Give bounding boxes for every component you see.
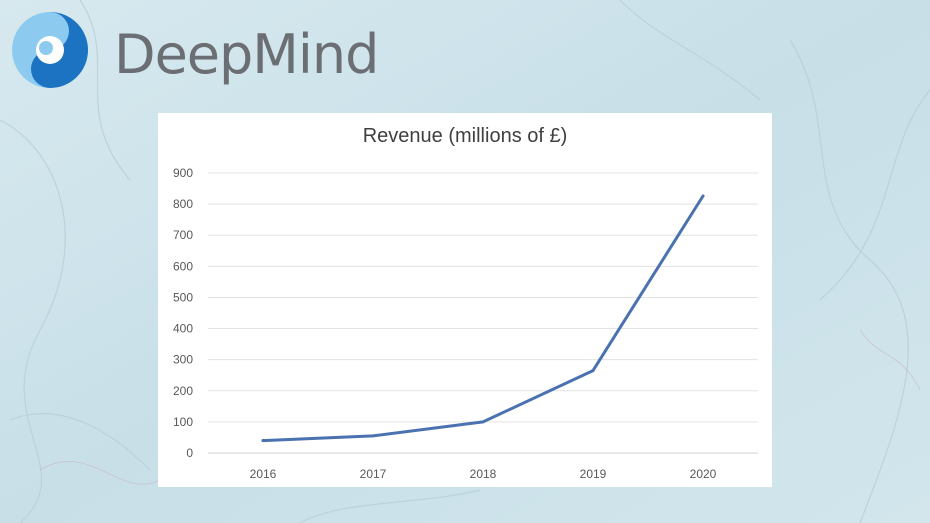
y-tick-label: 100 (173, 415, 193, 429)
x-tick-label: 2017 (360, 467, 387, 481)
y-tick-label: 300 (173, 353, 193, 367)
x-tick-label: 2019 (580, 467, 607, 481)
y-tick-label: 400 (173, 322, 193, 336)
brand-name: DeepMind (114, 23, 379, 86)
y-tick-label: 0 (186, 446, 193, 460)
data-point (701, 194, 705, 198)
x-tick-label: 2018 (470, 467, 497, 481)
x-tick-label: 2016 (250, 467, 277, 481)
series-line (261, 194, 705, 443)
y-tick-label: 200 (173, 384, 193, 398)
chart-title: Revenue (millions of £) (362, 125, 568, 147)
y-tick-label: 500 (173, 290, 193, 304)
y-tick-label: 900 (173, 166, 193, 180)
y-tick-label: 800 (173, 197, 193, 211)
data-point (261, 439, 265, 443)
x-tick-label: 2020 (690, 467, 717, 481)
data-point (481, 420, 485, 424)
revenue-chart: 0 100 200 300 400 500 600 700 800 900 2016 2017 2018… (158, 113, 772, 487)
data-point (371, 434, 375, 438)
data-point (591, 369, 595, 373)
y-tick-label: 700 (173, 228, 193, 242)
chart-plot: 0 100 200 300 400 500 600 700 800 900 2016 2017 2018… (173, 166, 758, 481)
y-tick-label: 600 (173, 259, 193, 273)
deepmind-logo-icon (12, 12, 88, 88)
